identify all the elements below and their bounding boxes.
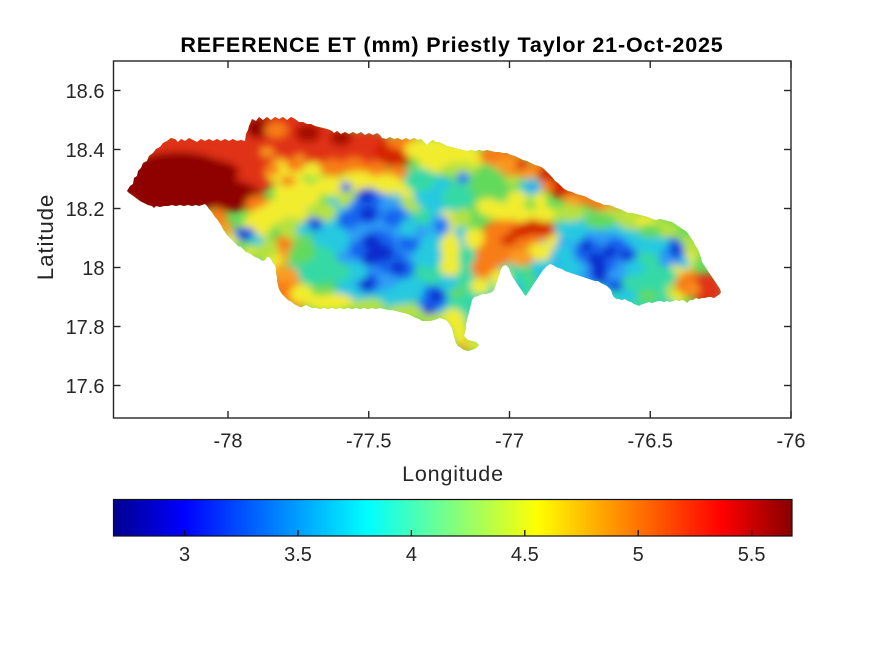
svg-text:-77: -77	[495, 431, 524, 453]
svg-text:17.6: 17.6	[66, 376, 105, 398]
svg-text:18.6: 18.6	[66, 81, 105, 103]
svg-text:REFERENCE ET (mm) Priestly Tay: REFERENCE ET (mm) Priestly Taylor 21-Oct…	[180, 33, 723, 57]
svg-text:-76.5: -76.5	[627, 431, 673, 453]
svg-text:18.4: 18.4	[66, 140, 105, 162]
svg-text:18: 18	[82, 258, 104, 280]
svg-text:-78: -78	[214, 431, 243, 453]
svg-text:-76: -76	[777, 431, 806, 453]
svg-text:-77.5: -77.5	[346, 431, 392, 453]
svg-text:4: 4	[406, 544, 417, 566]
svg-text:Latitude: Latitude	[33, 194, 58, 280]
svg-text:18.2: 18.2	[66, 199, 105, 221]
svg-text:5: 5	[633, 544, 644, 566]
svg-text:Longitude: Longitude	[402, 462, 504, 486]
svg-text:5.5: 5.5	[738, 544, 766, 566]
svg-text:4.5: 4.5	[511, 544, 539, 566]
svg-text:17.8: 17.8	[66, 317, 105, 339]
svg-text:3.5: 3.5	[284, 544, 312, 566]
svg-text:3: 3	[179, 544, 190, 566]
